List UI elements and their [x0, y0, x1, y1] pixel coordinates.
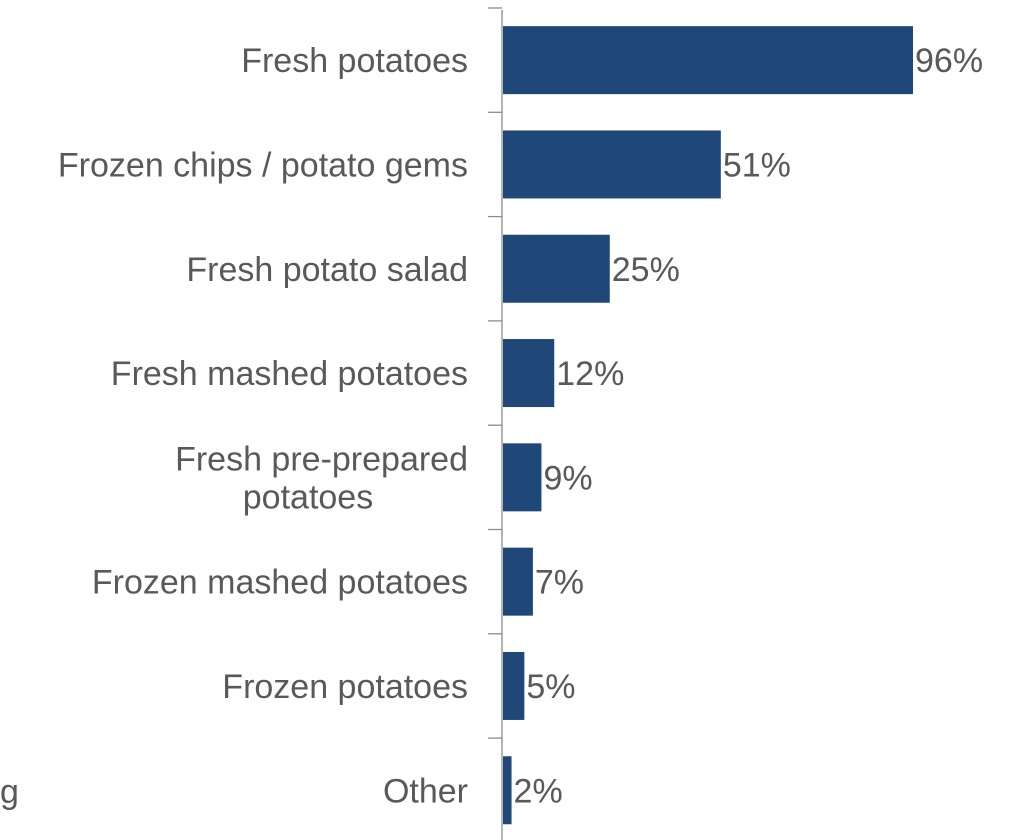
value-label: 2% [514, 772, 563, 810]
clipped-edge-text: g [0, 773, 19, 811]
bar [503, 651, 525, 720]
category-label: Frozen mashed potatoes [92, 564, 468, 602]
bar [503, 130, 721, 199]
value-label: 25% [612, 251, 680, 289]
value-label: 7% [535, 564, 584, 602]
bar [503, 443, 542, 512]
value-label: 96% [915, 42, 983, 80]
bar [503, 756, 512, 825]
bar [503, 547, 533, 616]
category-label: Fresh pre-prepared [175, 440, 468, 478]
bar [503, 234, 610, 303]
category-label: Frozen chips / potato gems [58, 146, 468, 184]
value-label: 5% [526, 668, 575, 706]
category-label: Fresh potatoes [241, 42, 468, 80]
category-label: Fresh potato salad [186, 251, 468, 289]
category-label: Frozen potatoes [222, 668, 468, 706]
value-label: 9% [543, 459, 592, 497]
value-label: 12% [556, 355, 624, 393]
category-label: Other [383, 772, 468, 810]
category-label: potatoes [243, 478, 373, 516]
category-label: Fresh mashed potatoes [111, 355, 468, 393]
bar [503, 26, 913, 95]
value-label: 51% [723, 146, 791, 184]
bar [503, 339, 555, 408]
